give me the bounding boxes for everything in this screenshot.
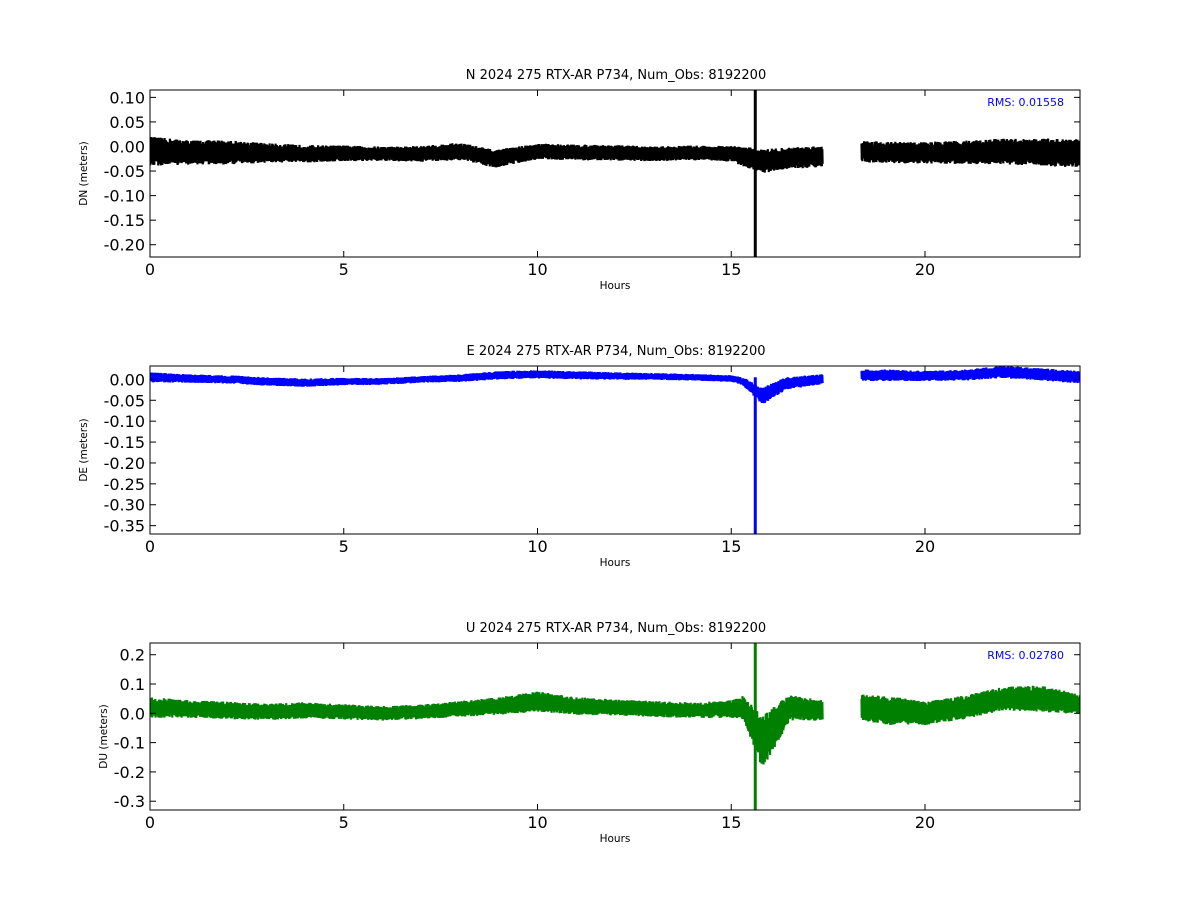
y-tick-label: -0.05	[104, 162, 145, 181]
x-axis-label: Hours	[600, 280, 631, 292]
y-tick-label: 0.00	[109, 137, 145, 156]
x-tick-label: 10	[527, 537, 547, 556]
x-tick-label: 0	[145, 813, 155, 832]
y-tick-label: -0.10	[104, 187, 145, 206]
x-axis-label: Hours	[600, 833, 631, 845]
subplot-title: E 2024 275 RTX-AR P734, Num_Obs: 8192200	[467, 344, 766, 359]
y-tick-label: 0.1	[120, 675, 145, 694]
data-trace-2	[150, 366, 1080, 404]
y-tick-label: -0.30	[104, 496, 145, 515]
x-tick-label: 0	[145, 260, 155, 279]
x-tick-label: 10	[527, 813, 547, 832]
x-tick-label: 20	[915, 813, 935, 832]
x-axis-label: Hours	[600, 557, 631, 569]
y-tick-label: 0.10	[109, 88, 145, 107]
subplot-title: N 2024 275 RTX-AR P734, Num_Obs: 8192200	[466, 68, 766, 83]
y-tick-label: -0.15	[104, 433, 145, 452]
y-tick-label: -0.20	[104, 236, 145, 255]
y-tick-label: -0.25	[104, 475, 145, 494]
y-tick-label: -0.05	[104, 391, 145, 410]
y-tick-label: -0.20	[104, 454, 145, 473]
x-tick-label: 5	[339, 813, 349, 832]
rms-annotation: RMS: 0.02780	[987, 649, 1064, 662]
subplot-1: 0 5 10 15 20 0.10 0.05 0.00 -0.05 -0.10 -0.15 -0.20…	[78, 68, 1081, 292]
y-tick-label: -0.3	[114, 792, 145, 811]
axes-frame	[149, 89, 1081, 258]
x-tick-label: 15	[721, 260, 741, 279]
y-tick-label: 0.0	[120, 704, 145, 723]
axes-frame	[149, 365, 1081, 535]
y-tick-label: 0.00	[109, 370, 145, 389]
data-trace-3	[150, 685, 1080, 765]
x-tick-label: 5	[339, 260, 349, 279]
y-tick-label: -0.2	[114, 763, 145, 782]
y-tick-label: -0.35	[104, 517, 145, 536]
y-tick-label: 0.05	[109, 113, 145, 132]
x-tick-label: 15	[721, 813, 741, 832]
y-tick-label: -0.15	[104, 211, 145, 230]
y-axis-label: DU (meters)	[98, 704, 110, 768]
x-tick-label: 10	[527, 260, 547, 279]
data-trace-1	[150, 136, 1080, 173]
x-tick-label: 20	[915, 260, 935, 279]
subplot-3: 0 5 10 15 20 0.2 0.1 0.0 -0.1 -0.2 -0.3 U 2024 275 …	[98, 621, 1081, 845]
y-tick-label: 0.2	[120, 646, 145, 665]
rms-annotation: RMS: 0.01558	[987, 96, 1064, 109]
x-tick-label: 15	[721, 537, 741, 556]
y-axis-label: DE (meters)	[78, 418, 90, 481]
subplot-title: U 2024 275 RTX-AR P734, Num_Obs: 8192200	[466, 621, 766, 636]
y-tick-label: -0.10	[104, 412, 145, 431]
x-tick-label: 5	[339, 537, 349, 556]
y-axis-label: DN (meters)	[78, 141, 90, 206]
subplot-2: 0 5 10 15 20 0.00 -0.05 -0.10 -0.15 -0.20 -0.25 -0.…	[78, 344, 1081, 569]
y-tick-label: -0.1	[114, 734, 145, 753]
axes-frame	[149, 642, 1081, 811]
x-tick-label: 0	[145, 537, 155, 556]
x-tick-label: 20	[915, 537, 935, 556]
